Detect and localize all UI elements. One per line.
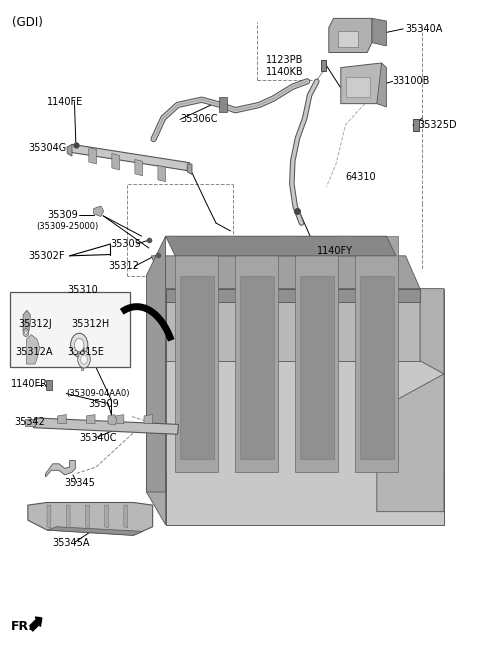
Text: 64310: 64310 xyxy=(346,172,376,182)
Polygon shape xyxy=(135,159,143,176)
Polygon shape xyxy=(124,505,128,528)
Polygon shape xyxy=(86,415,95,424)
Polygon shape xyxy=(46,461,75,477)
Text: 1140KB: 1140KB xyxy=(266,67,304,77)
Polygon shape xyxy=(115,415,124,424)
Text: 33100B: 33100B xyxy=(393,76,430,87)
Polygon shape xyxy=(420,289,444,374)
Text: (35309-25000): (35309-25000) xyxy=(36,222,98,231)
Polygon shape xyxy=(166,289,420,302)
Text: (GDI): (GDI) xyxy=(12,16,43,30)
FancyBboxPatch shape xyxy=(10,292,130,367)
Polygon shape xyxy=(338,31,358,47)
Circle shape xyxy=(71,333,88,357)
Text: 35312H: 35312H xyxy=(71,319,109,329)
Polygon shape xyxy=(377,374,444,512)
Polygon shape xyxy=(23,310,30,331)
Text: 35340C: 35340C xyxy=(79,432,117,443)
Text: 35306C: 35306C xyxy=(180,114,217,125)
Polygon shape xyxy=(94,206,104,216)
Polygon shape xyxy=(66,505,70,528)
Text: 33815E: 33815E xyxy=(67,347,104,358)
Polygon shape xyxy=(28,502,153,535)
Polygon shape xyxy=(81,357,83,370)
Polygon shape xyxy=(146,236,166,492)
Polygon shape xyxy=(158,165,166,182)
FancyArrow shape xyxy=(30,617,42,631)
Polygon shape xyxy=(219,97,227,112)
Polygon shape xyxy=(105,505,108,528)
Polygon shape xyxy=(108,415,117,425)
Polygon shape xyxy=(112,154,120,170)
Circle shape xyxy=(74,338,84,352)
Text: 1140FE: 1140FE xyxy=(47,96,84,107)
Circle shape xyxy=(23,329,29,337)
Polygon shape xyxy=(372,18,386,46)
Polygon shape xyxy=(47,527,143,535)
Polygon shape xyxy=(413,119,419,131)
Text: 35310: 35310 xyxy=(67,285,98,295)
Circle shape xyxy=(81,355,87,364)
Text: 35309: 35309 xyxy=(47,210,78,220)
Polygon shape xyxy=(89,148,96,164)
Polygon shape xyxy=(300,276,334,459)
Text: 35312: 35312 xyxy=(108,261,139,272)
Text: 35312J: 35312J xyxy=(18,319,52,329)
Polygon shape xyxy=(166,289,444,525)
Polygon shape xyxy=(175,236,218,472)
Polygon shape xyxy=(144,415,153,424)
Polygon shape xyxy=(346,77,370,97)
Polygon shape xyxy=(360,276,394,459)
Polygon shape xyxy=(26,335,40,364)
Polygon shape xyxy=(25,419,35,426)
Text: 35302F: 35302F xyxy=(28,251,64,261)
Polygon shape xyxy=(46,380,52,390)
Polygon shape xyxy=(329,18,372,52)
Circle shape xyxy=(24,331,27,335)
Text: 35342: 35342 xyxy=(14,417,45,427)
Text: 35345A: 35345A xyxy=(52,537,89,548)
Polygon shape xyxy=(34,418,179,434)
Polygon shape xyxy=(47,505,51,528)
Polygon shape xyxy=(240,276,274,459)
Text: 35304G: 35304G xyxy=(29,142,67,153)
Polygon shape xyxy=(166,236,396,256)
Text: 35312A: 35312A xyxy=(15,347,53,358)
Polygon shape xyxy=(180,276,214,459)
Polygon shape xyxy=(85,505,89,528)
Polygon shape xyxy=(377,63,386,107)
Text: 35305: 35305 xyxy=(110,239,141,249)
Text: 35345: 35345 xyxy=(65,478,96,488)
Polygon shape xyxy=(295,236,338,472)
Polygon shape xyxy=(187,164,192,174)
Text: 1140FR: 1140FR xyxy=(11,379,48,390)
Polygon shape xyxy=(166,472,444,525)
Polygon shape xyxy=(166,289,420,361)
Polygon shape xyxy=(58,415,66,424)
Polygon shape xyxy=(235,236,278,472)
Text: 35309: 35309 xyxy=(89,399,120,409)
Polygon shape xyxy=(355,236,398,472)
Text: 35325D: 35325D xyxy=(419,119,457,130)
Polygon shape xyxy=(146,302,166,525)
Text: FR.: FR. xyxy=(11,620,34,633)
Text: 1123PB: 1123PB xyxy=(266,55,304,66)
Polygon shape xyxy=(67,144,72,156)
Polygon shape xyxy=(321,60,326,71)
Text: (35309-04AA0): (35309-04AA0) xyxy=(66,389,130,398)
Text: 1140FY: 1140FY xyxy=(317,246,353,256)
Polygon shape xyxy=(70,144,190,171)
Polygon shape xyxy=(341,63,382,104)
Text: 35340A: 35340A xyxy=(406,24,443,34)
Circle shape xyxy=(78,351,90,368)
Polygon shape xyxy=(151,256,420,289)
